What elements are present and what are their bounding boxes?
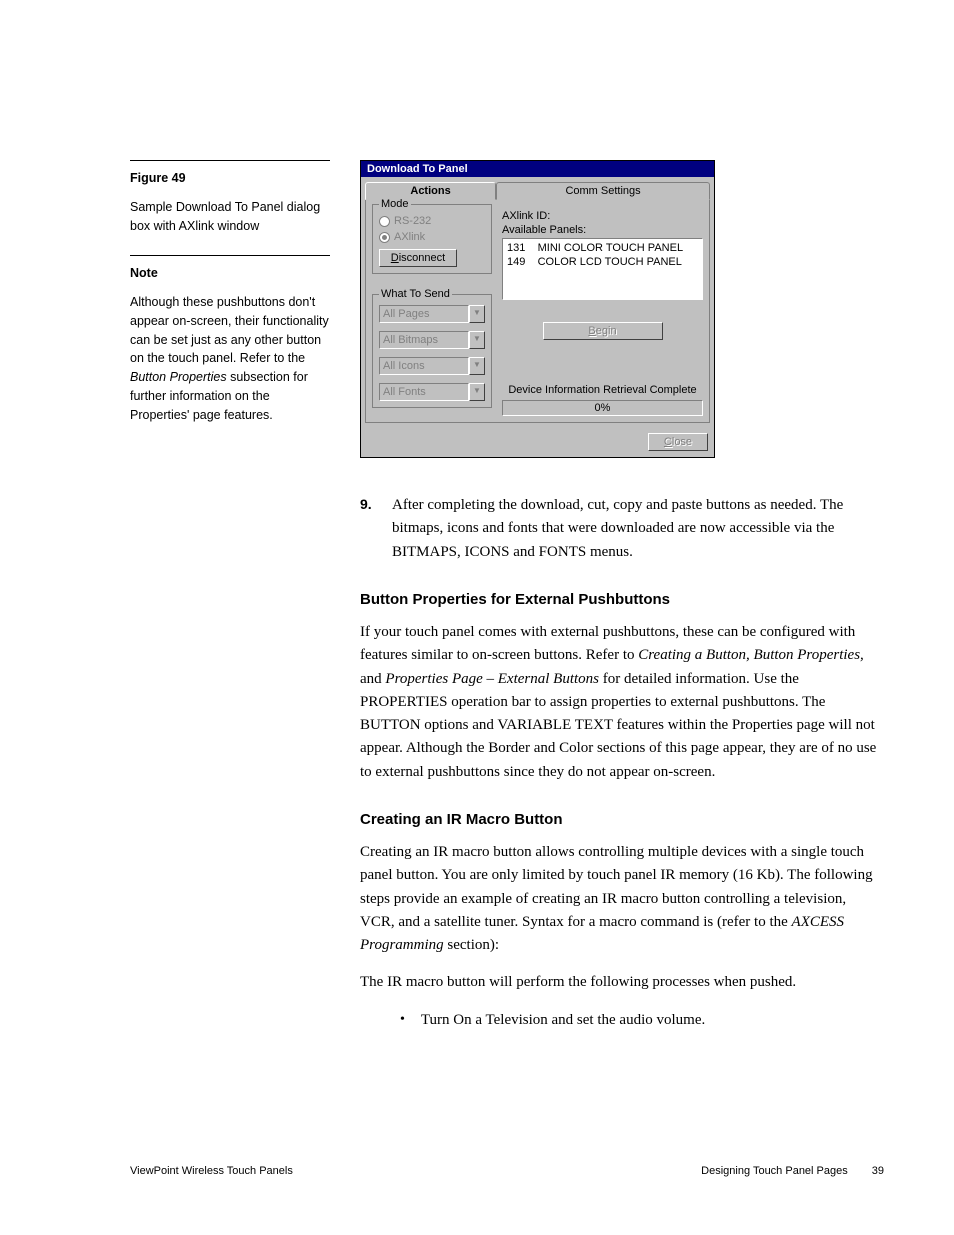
footer-right: Designing Touch Panel Pages 39 [701, 1165, 884, 1177]
radio-rs232[interactable]: RS-232 [379, 215, 485, 227]
begin-button[interactable]: Begin [543, 322, 663, 340]
bullet-dot-icon: • [400, 1009, 405, 1032]
combo-pages[interactable]: All Pages ▼ [379, 305, 485, 323]
combo-icons-arrow[interactable]: ▼ [469, 357, 485, 375]
combo-icons-field: All Icons [379, 357, 469, 375]
sidebar-rule-2 [130, 255, 330, 256]
footer-left: ViewPoint Wireless Touch Panels [130, 1165, 293, 1177]
sidebar-rule-1 [130, 160, 330, 161]
main-column: Download To Panel Actions Comm Settings … [360, 160, 884, 1032]
close-rest: lose [672, 436, 692, 448]
close-ul: C [664, 436, 672, 448]
combo-fonts-arrow[interactable]: ▼ [469, 383, 485, 401]
step-9: 9. After completing the download, cut, c… [360, 494, 884, 564]
bullet-1-text: Turn On a Television and set the audio v… [421, 1009, 705, 1032]
combo-icons[interactable]: All Icons ▼ [379, 357, 485, 375]
step-9-number: 9. [360, 494, 380, 564]
note-text-em: Button Properties [130, 370, 227, 384]
dialog-footer: Close [361, 427, 714, 457]
bullet-1: • Turn On a Television and set the audio… [400, 1009, 884, 1032]
p-btn-1c: and [360, 671, 385, 687]
dialog-body: Mode RS-232 AXlink Disconnect [365, 199, 710, 423]
what-legend: What To Send [379, 288, 452, 300]
footer-page-number: 39 [872, 1165, 884, 1177]
mode-groupbox: Mode RS-232 AXlink Disconnect [372, 204, 492, 274]
begin-rest: egin [596, 325, 617, 337]
paragraph-ir-2: The IR macro button will perform the fol… [360, 971, 884, 994]
dialog-right-panel: AXlink ID: Available Panels: 131 MINI CO… [502, 204, 703, 416]
page-footer: ViewPoint Wireless Touch Panels Designin… [130, 1165, 884, 1177]
note-text-pre: Although these pushbuttons don't appear … [130, 295, 329, 365]
sidebar-column: Figure 49 Sample Download To Panel dialo… [130, 160, 330, 1032]
disconnect-ul: D [391, 252, 399, 264]
p-btn-1d: Properties Page – External Buttons [385, 671, 599, 687]
available-panels-label: Available Panels: [502, 224, 703, 236]
list-item[interactable]: 149 COLOR LCD TOUCH PANEL [507, 255, 698, 269]
combo-pages-field: All Pages [379, 305, 469, 323]
p-ir-1c: section): [444, 937, 499, 953]
radio-axlink-icon [379, 232, 390, 243]
radio-axlink[interactable]: AXlink [379, 231, 485, 243]
list-item-id: 149 [507, 256, 525, 268]
note-label: Note [130, 264, 330, 283]
paragraph-button-properties: If your touch panel comes with external … [360, 621, 884, 784]
footer-section: Designing Touch Panel Pages [701, 1165, 848, 1177]
dialog-titlebar: Download To Panel [361, 161, 714, 177]
mode-legend: Mode [379, 198, 411, 210]
disconnect-rest: isconnect [399, 252, 445, 264]
download-dialog: Download To Panel Actions Comm Settings … [360, 160, 715, 458]
status-text: Device Information Retrieval Complete [502, 384, 703, 396]
close-button[interactable]: Close [648, 433, 708, 451]
radio-rs232-label: RS-232 [394, 215, 431, 227]
begin-ul: B [588, 325, 595, 337]
body-text: 9. After completing the download, cut, c… [360, 494, 884, 1032]
combo-bitmaps-arrow[interactable]: ▼ [469, 331, 485, 349]
heading-ir-macro: Creating an IR Macro Button [360, 808, 884, 831]
dialog-left-panel: Mode RS-232 AXlink Disconnect [372, 204, 492, 416]
combo-fonts[interactable]: All Fonts ▼ [379, 383, 485, 401]
combo-bitmaps-field: All Bitmaps [379, 331, 469, 349]
note-body: Although these pushbuttons don't appear … [130, 293, 330, 424]
figure-caption: Sample Download To Panel dialog box with… [130, 198, 330, 236]
disconnect-button[interactable]: Disconnect [379, 249, 457, 267]
combo-bitmaps[interactable]: All Bitmaps ▼ [379, 331, 485, 349]
radio-rs232-icon [379, 216, 390, 227]
p-btn-1b: Creating a Button, Button Properties, [638, 647, 864, 663]
radio-axlink-label: AXlink [394, 231, 425, 243]
progress-bar: 0% [502, 400, 703, 416]
combo-pages-arrow[interactable]: ▼ [469, 305, 485, 323]
heading-button-properties: Button Properties for External Pushbutto… [360, 588, 884, 611]
list-item-name: COLOR LCD TOUCH PANEL [538, 256, 682, 268]
tab-comm-settings[interactable]: Comm Settings [496, 182, 710, 200]
available-panels-listbox[interactable]: 131 MINI COLOR TOUCH PANEL 149 COLOR LCD… [502, 238, 703, 300]
what-groupbox: What To Send All Pages ▼ All Bitmaps ▼ A… [372, 294, 492, 408]
list-item[interactable]: 131 MINI COLOR TOUCH PANEL [507, 241, 698, 255]
list-item-id: 131 [507, 242, 525, 254]
combo-fonts-field: All Fonts [379, 383, 469, 401]
figure-label: Figure 49 [130, 169, 330, 188]
step-9-text: After completing the download, cut, copy… [392, 494, 884, 564]
axlink-id-label: AXlink ID: [502, 210, 703, 222]
list-item-name: MINI COLOR TOUCH PANEL [538, 242, 683, 254]
dialog-tabs: Actions Comm Settings [361, 177, 714, 199]
paragraph-ir-1: Creating an IR macro button allows contr… [360, 841, 884, 957]
